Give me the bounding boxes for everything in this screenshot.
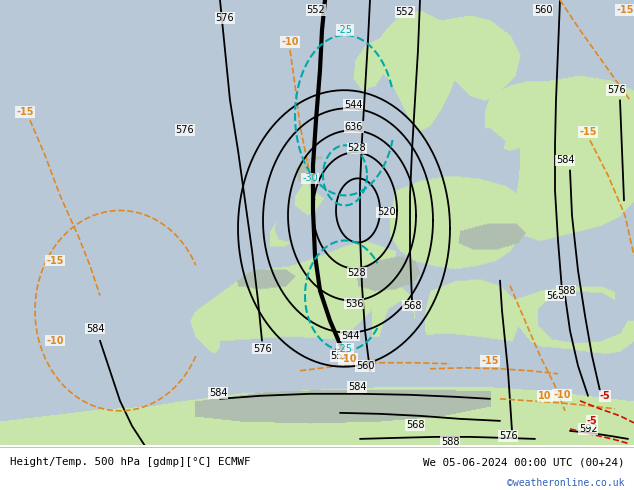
Text: -10: -10 bbox=[553, 390, 571, 400]
Text: 552: 552 bbox=[307, 5, 325, 15]
Text: -10: -10 bbox=[339, 354, 357, 364]
Text: -15: -15 bbox=[579, 127, 597, 137]
Text: -10: -10 bbox=[281, 37, 299, 47]
Text: 568: 568 bbox=[403, 301, 421, 311]
Text: 576: 576 bbox=[176, 125, 194, 135]
Text: 520: 520 bbox=[377, 207, 396, 218]
Text: 592: 592 bbox=[579, 424, 597, 434]
Text: 536: 536 bbox=[345, 298, 363, 309]
Text: 584: 584 bbox=[86, 324, 104, 334]
Text: 576: 576 bbox=[607, 85, 625, 95]
Text: -15: -15 bbox=[46, 256, 64, 266]
Text: 568: 568 bbox=[546, 291, 564, 300]
Text: -10: -10 bbox=[46, 336, 64, 346]
Text: 636: 636 bbox=[345, 122, 363, 132]
Text: 584: 584 bbox=[556, 155, 574, 165]
Text: 584: 584 bbox=[209, 388, 227, 398]
Text: -5: -5 bbox=[600, 391, 611, 401]
Text: 576: 576 bbox=[253, 343, 271, 354]
Text: -25: -25 bbox=[337, 25, 353, 35]
Text: 552: 552 bbox=[396, 7, 415, 17]
Text: 10: 10 bbox=[538, 391, 552, 401]
Text: -15: -15 bbox=[16, 107, 34, 117]
Text: We 05-06-2024 00:00 UTC (00+24): We 05-06-2024 00:00 UTC (00+24) bbox=[423, 457, 624, 467]
Text: 528: 528 bbox=[347, 268, 366, 277]
Text: -30: -30 bbox=[302, 173, 318, 183]
Text: 576: 576 bbox=[216, 13, 235, 23]
Text: 588: 588 bbox=[441, 437, 459, 447]
Text: 528: 528 bbox=[347, 143, 366, 153]
Text: ©weatheronline.co.uk: ©weatheronline.co.uk bbox=[507, 478, 624, 488]
Text: Height/Temp. 500 hPa [gdmp][°C] ECMWF: Height/Temp. 500 hPa [gdmp][°C] ECMWF bbox=[10, 457, 250, 467]
Text: 584: 584 bbox=[348, 382, 366, 392]
Text: 588: 588 bbox=[557, 286, 575, 295]
Text: -5: -5 bbox=[586, 416, 597, 426]
Text: 568: 568 bbox=[406, 420, 424, 430]
Text: -25: -25 bbox=[337, 343, 353, 354]
Text: 544: 544 bbox=[344, 100, 362, 110]
Text: 560: 560 bbox=[356, 361, 374, 371]
Text: 552: 552 bbox=[330, 351, 349, 361]
Text: 544: 544 bbox=[340, 331, 359, 341]
Text: -15: -15 bbox=[616, 5, 634, 15]
Text: 560: 560 bbox=[534, 5, 552, 15]
Text: 576: 576 bbox=[499, 431, 517, 441]
Text: -15: -15 bbox=[481, 356, 499, 366]
